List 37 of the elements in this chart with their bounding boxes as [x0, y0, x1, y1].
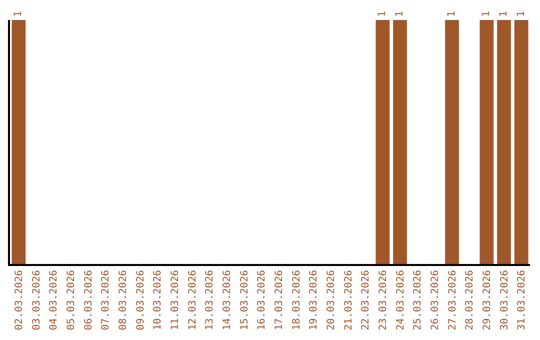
x-tick-label: 29.03.2026	[482, 270, 493, 330]
x-tick-label: 31.03.2026	[516, 270, 528, 330]
x-tick-label: 15.03.2026	[239, 270, 250, 330]
x-tick-label: 24.03.2026	[395, 270, 406, 330]
x-tick-label: 20.03.2026	[326, 270, 337, 330]
x-tick-label: 08.03.2026	[118, 270, 129, 330]
data-label: 1	[498, 10, 510, 17]
data-label: 1	[516, 10, 527, 17]
data-label: 1	[446, 10, 458, 17]
data-label: 1	[394, 10, 406, 17]
data-label: 1	[481, 10, 492, 17]
x-tick-label: 03.03.2026	[31, 270, 42, 330]
x-tick-label: 23.03.2026	[378, 270, 389, 330]
data-label: 1	[377, 10, 388, 17]
x-tick-label: 07.03.2026	[100, 270, 112, 330]
x-tick-label: 21.03.2026	[343, 270, 354, 330]
x-tick-label: 06.03.2026	[83, 270, 94, 330]
x-tick-label: 19.03.2026	[308, 270, 320, 330]
x-tick-label: 30.03.2026	[499, 270, 510, 330]
x-tick-label: 27.03.2026	[447, 270, 458, 330]
x-tick-label: 14.03.2026	[222, 270, 233, 330]
x-tick-label: 12.03.2026	[187, 270, 198, 330]
x-tick-label: 25.03.2026	[412, 270, 424, 330]
x-tick-label: 02.03.2026	[14, 270, 25, 330]
x-tick-label: 17.03.2026	[274, 270, 285, 330]
x-tick-label: 10.03.2026	[152, 270, 164, 330]
x-tick-label: 18.03.2026	[291, 270, 302, 330]
x-tick-label: 04.03.2026	[48, 270, 60, 330]
x-tick-label: 09.03.2026	[135, 270, 146, 330]
x-tick-label: 05.03.2026	[66, 270, 77, 330]
x-tick-label: 28.03.2026	[464, 270, 476, 330]
x-tick-label: 11.03.2026	[170, 270, 181, 330]
x-tick-label: 22.03.2026	[360, 270, 372, 330]
data-label: 1	[13, 10, 24, 17]
x-tick-label: 16.03.2026	[256, 270, 268, 330]
x-tick-label: 13.03.2026	[204, 270, 216, 330]
x-tick-label: 26.03.2026	[430, 270, 441, 330]
